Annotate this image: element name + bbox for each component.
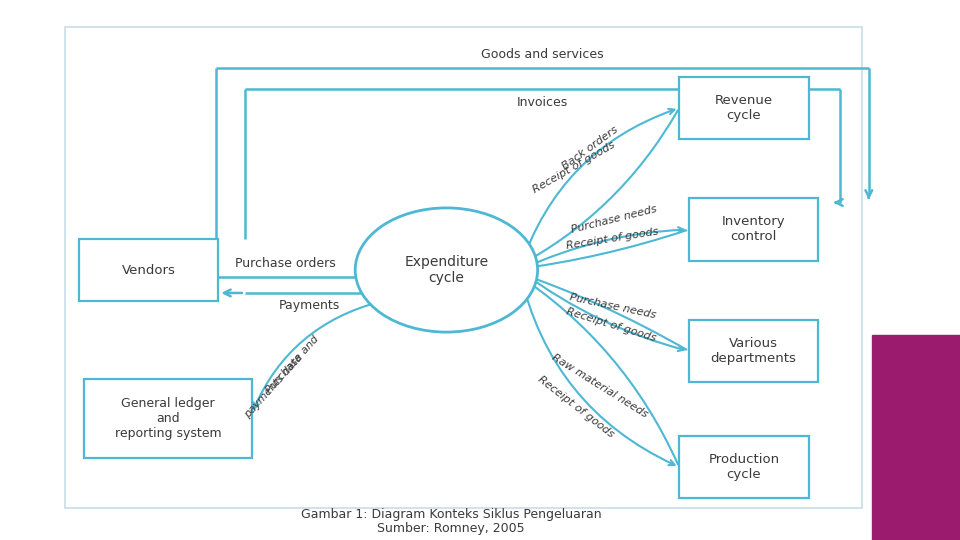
Text: Receipt of goods: Receipt of goods xyxy=(531,140,617,195)
Text: General ledger
and
reporting system: General ledger and reporting system xyxy=(114,397,222,440)
FancyBboxPatch shape xyxy=(689,320,818,382)
Text: Goods and services: Goods and services xyxy=(481,48,604,61)
Text: Payments: Payments xyxy=(279,299,340,313)
Text: Purchase needs: Purchase needs xyxy=(568,293,657,321)
Text: Expenditure
cycle: Expenditure cycle xyxy=(404,255,489,285)
Text: Various
departments: Various departments xyxy=(710,337,797,365)
FancyBboxPatch shape xyxy=(689,199,818,261)
FancyBboxPatch shape xyxy=(84,379,252,457)
Bar xyxy=(872,335,960,540)
Text: Invoices: Invoices xyxy=(516,96,568,109)
Text: Purchase and: Purchase and xyxy=(264,334,322,395)
FancyBboxPatch shape xyxy=(79,239,218,301)
Text: Revenue
cycle: Revenue cycle xyxy=(715,94,773,122)
Text: payments data: payments data xyxy=(243,352,304,420)
Text: Back orders: Back orders xyxy=(561,125,620,172)
Text: Production
cycle: Production cycle xyxy=(708,453,780,481)
FancyBboxPatch shape xyxy=(680,77,808,139)
Text: Receipt of goods: Receipt of goods xyxy=(536,374,616,440)
FancyBboxPatch shape xyxy=(65,27,862,508)
Text: Inventory
control: Inventory control xyxy=(722,215,785,244)
Text: Vendors: Vendors xyxy=(122,264,176,276)
Text: Raw material needs: Raw material needs xyxy=(550,353,650,420)
Text: Receipt of goods: Receipt of goods xyxy=(565,307,658,343)
Text: Purchase orders: Purchase orders xyxy=(235,257,336,270)
Ellipse shape xyxy=(355,208,538,332)
Text: Sumber: Romney, 2005: Sumber: Romney, 2005 xyxy=(377,522,525,535)
Text: Gambar 1: Diagram Konteks Siklus Pengeluaran: Gambar 1: Diagram Konteks Siklus Pengelu… xyxy=(300,508,602,521)
Text: Receipt of goods: Receipt of goods xyxy=(565,226,660,251)
FancyBboxPatch shape xyxy=(680,436,808,498)
Text: Purchase needs: Purchase needs xyxy=(570,204,659,235)
